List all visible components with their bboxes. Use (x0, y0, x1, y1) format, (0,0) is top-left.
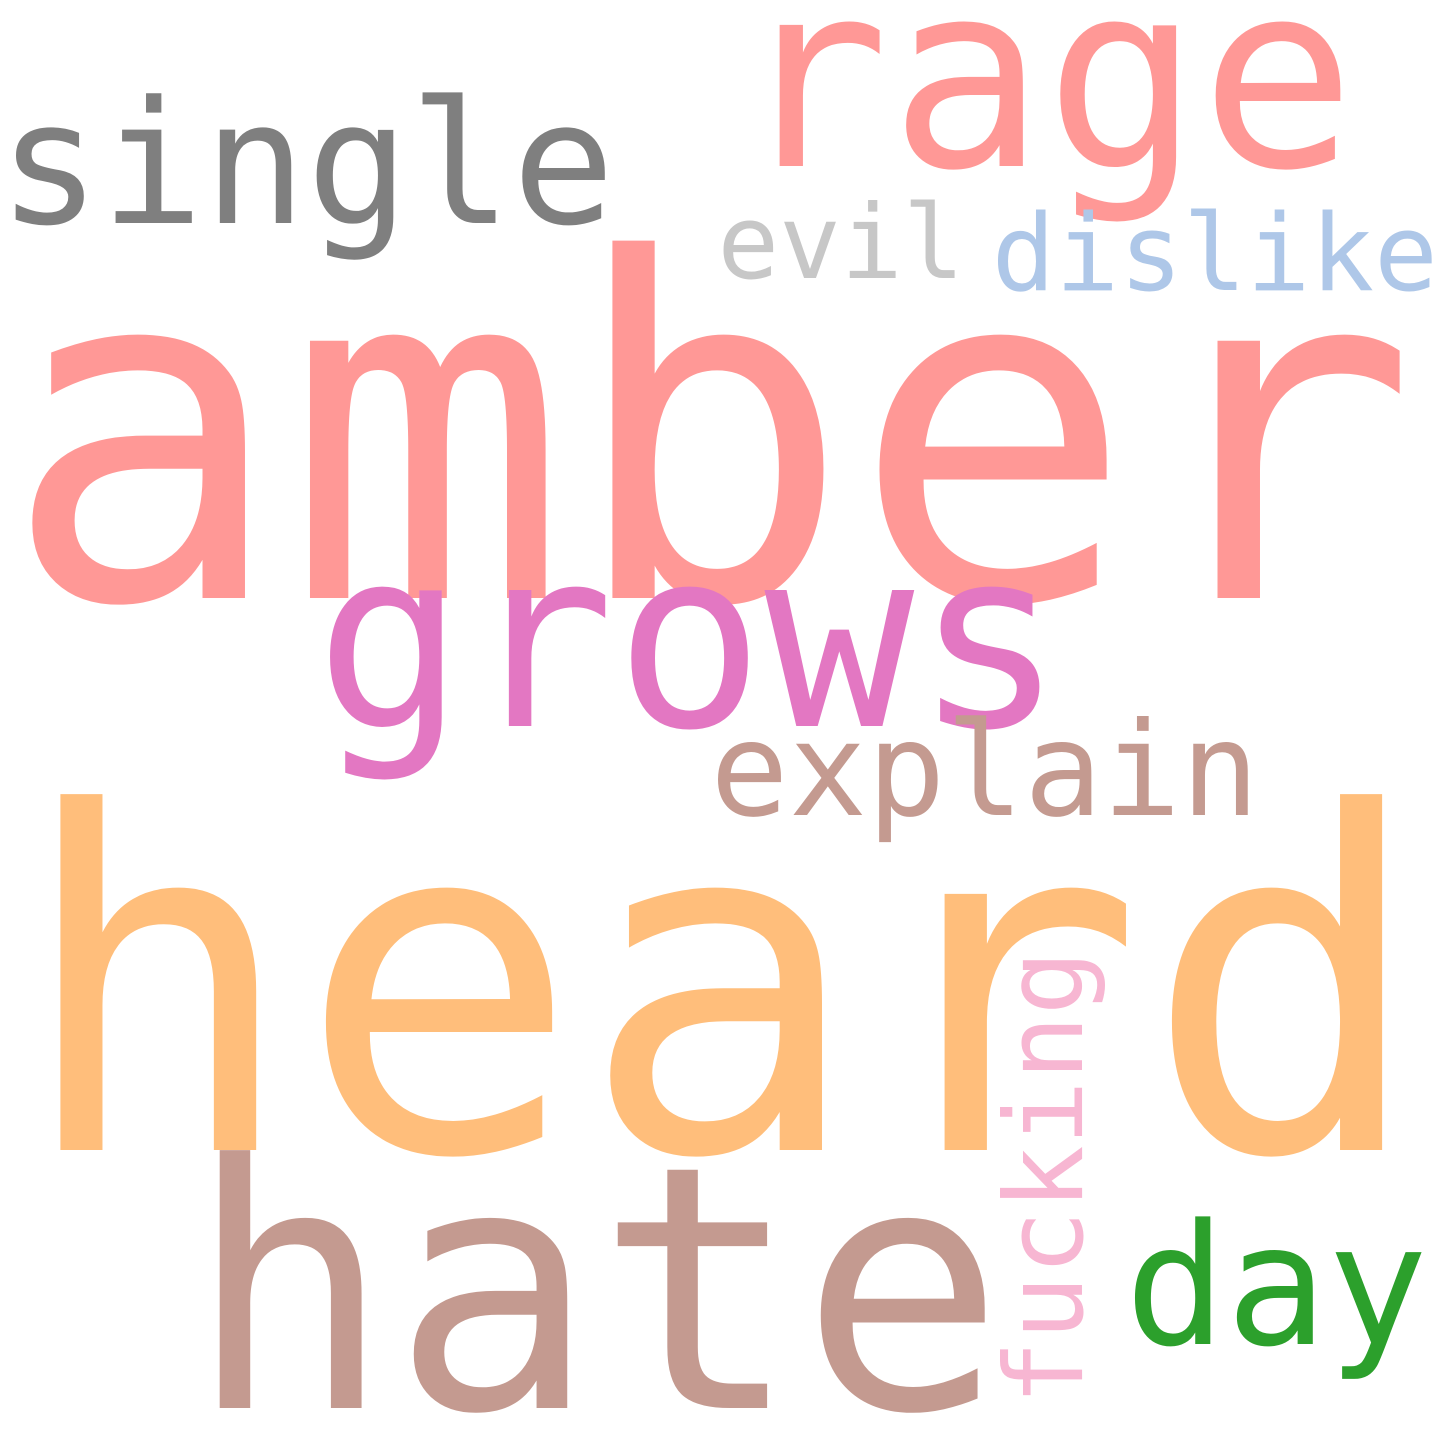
word-fucking: fucking (983, 950, 1109, 1406)
word-hate: hate (187, 1094, 1005, 1440)
word-amber: amber (1, 161, 1418, 710)
word-evil: evil (717, 183, 965, 303)
word-rage: rage (734, 0, 1356, 228)
word-explain: explain (710, 693, 1260, 846)
word-day: day (1124, 1187, 1429, 1384)
word-dislike: dislike (991, 191, 1438, 315)
word-heard: heard (15, 716, 1426, 1261)
word-grows: grows (315, 495, 1065, 786)
word-single: single (0, 65, 615, 265)
